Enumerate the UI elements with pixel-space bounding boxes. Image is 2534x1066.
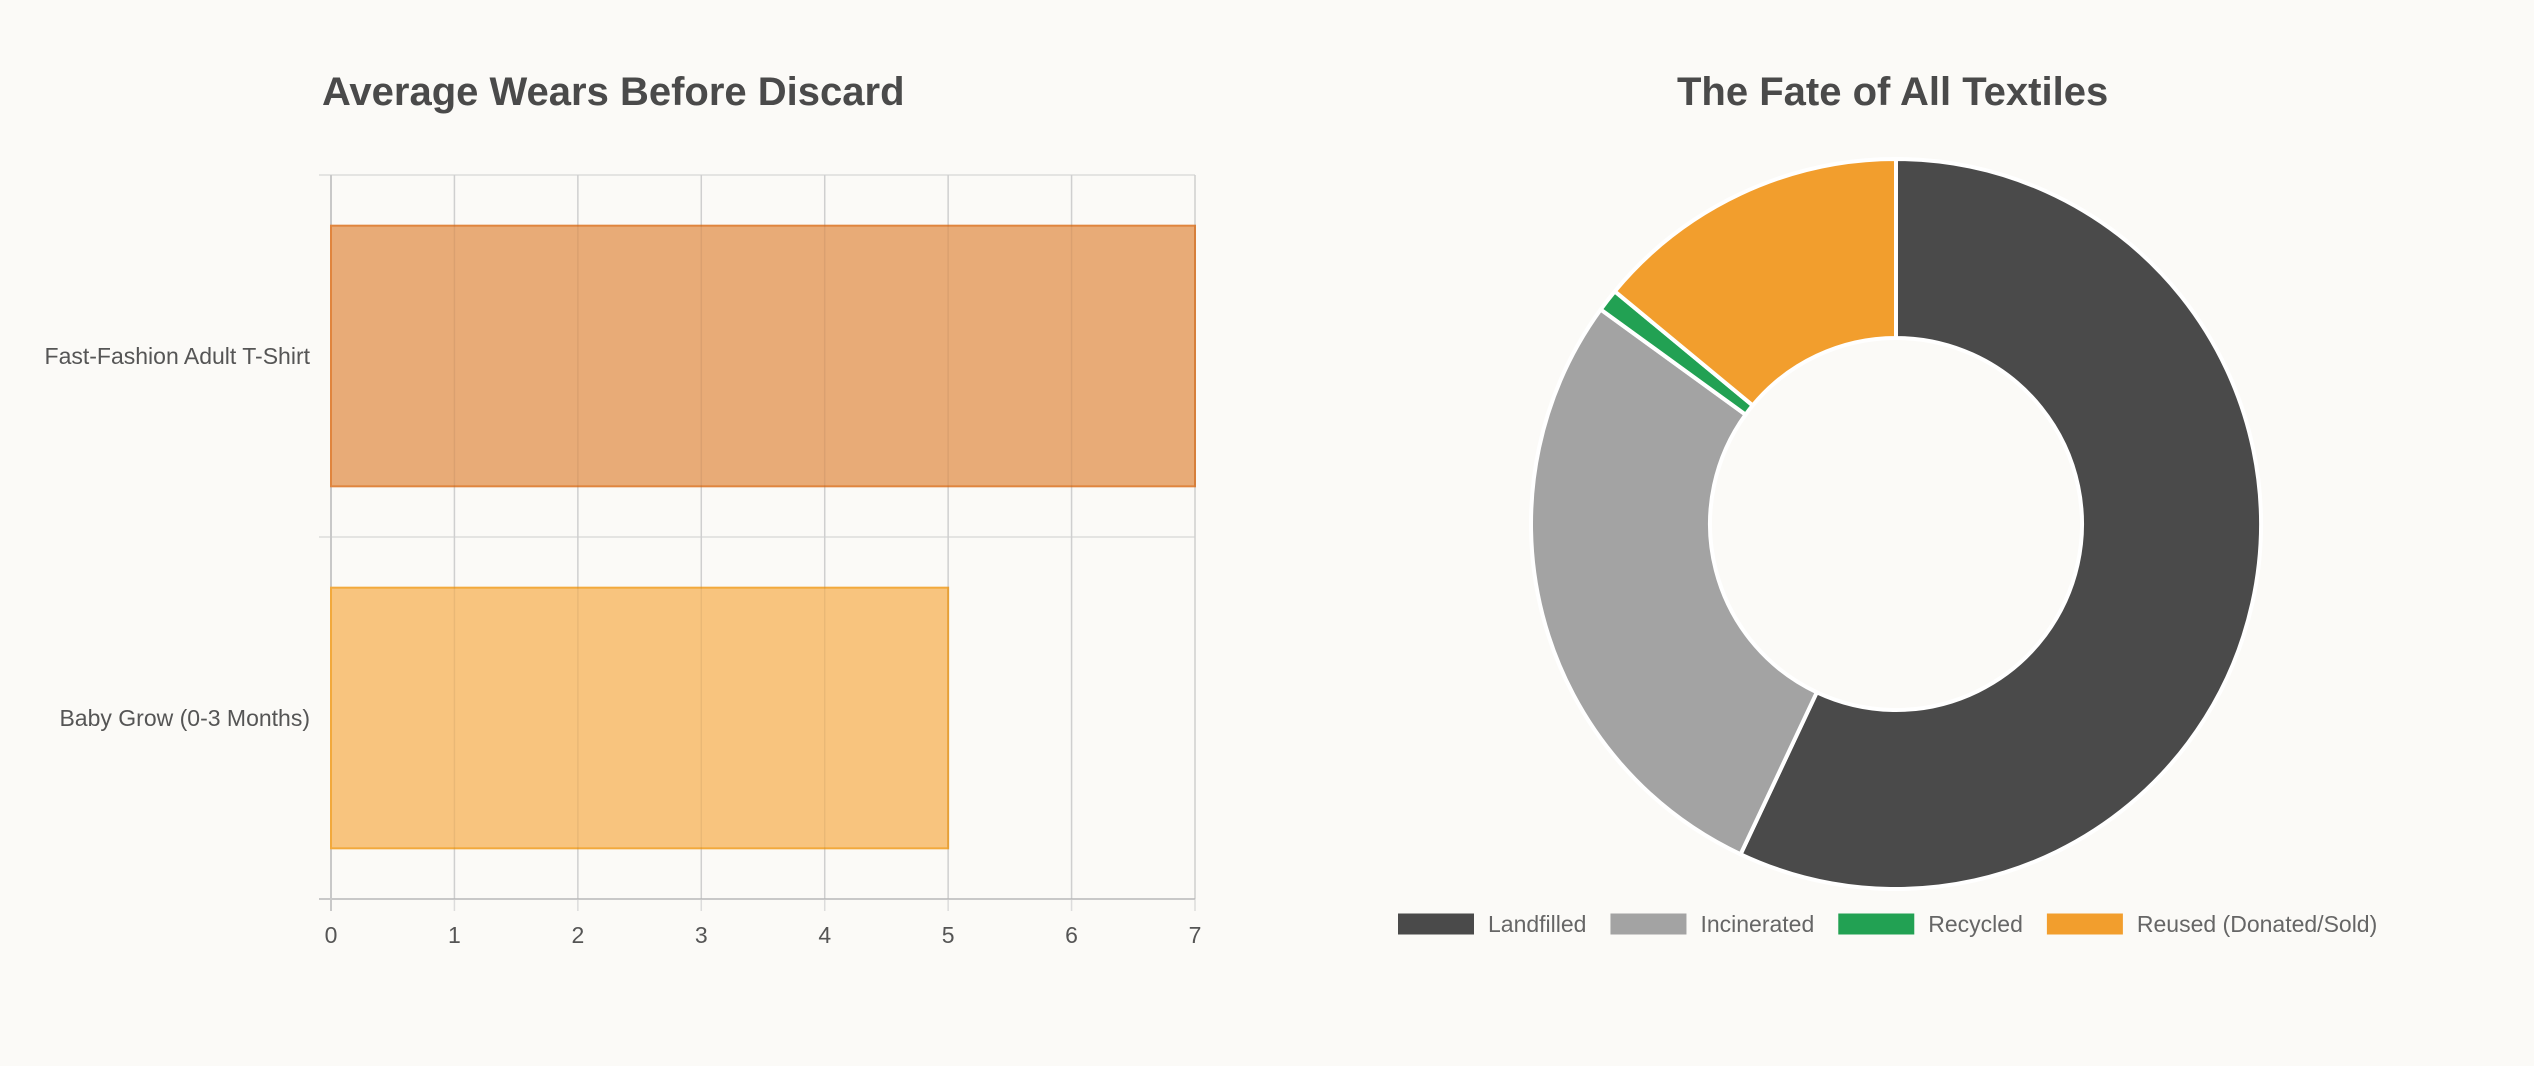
x-tick-label: 2 xyxy=(571,922,584,948)
x-tick-label: 0 xyxy=(325,922,338,948)
pie-chart-title: The Fate of All Textiles xyxy=(1677,70,2109,114)
legend-item-reused-donated-sold[interactable]: Reused (Donated/Sold) xyxy=(2046,911,2377,937)
x-tick-label: 3 xyxy=(695,922,708,948)
legend: Landfilled Incinerated Recycled Reused (Don… xyxy=(1398,911,2377,937)
legend-swatch xyxy=(2046,913,2123,935)
slice-landfilled[interactable] xyxy=(1738,157,2263,891)
legend-item-landfilled[interactable]: Landfilled xyxy=(1398,911,1586,937)
x-tick-label: 7 xyxy=(1189,922,1202,948)
x-tick-label: 5 xyxy=(942,922,955,948)
legend-label: Landfilled xyxy=(1488,911,1586,937)
x-tick-label: 1 xyxy=(448,922,461,948)
legend-item-incinerated[interactable]: Incinerated xyxy=(1610,911,1814,937)
legend-label: Incinerated xyxy=(1700,911,1814,937)
bar-fast-fashion-adult-t-shirt[interactable] xyxy=(330,224,1196,488)
legend-swatch xyxy=(1838,913,1915,935)
legend-label: Reused (Donated/Sold) xyxy=(2137,911,2377,937)
legend-label: Recycled xyxy=(1928,911,2023,937)
bar-baby-grow-0-3-months[interactable] xyxy=(330,586,950,850)
legend-item-recycled[interactable]: Recycled xyxy=(1838,911,2023,937)
y-tick-label: Baby Grow (0-3 Months) xyxy=(59,705,310,731)
bar-chart-title: Average Wears Before Discard xyxy=(322,70,905,114)
y-tick-label: Fast-Fashion Adult T-Shirt xyxy=(45,343,311,369)
x-tick-label: 6 xyxy=(1065,922,1078,948)
slice-incinerated[interactable] xyxy=(1529,307,1819,857)
bar-chart: Fast-Fashion Adult T-Shirt Baby Grow (0-3… xyxy=(45,174,1202,948)
legend-swatch xyxy=(1610,913,1687,935)
x-tick-label: 4 xyxy=(818,922,831,948)
doughnut-chart: Landfilled Incinerated Recycled Reused (Don… xyxy=(1398,157,2377,937)
legend-swatch xyxy=(1398,913,1474,935)
slice-reused-donated-sold[interactable] xyxy=(1612,157,1898,408)
